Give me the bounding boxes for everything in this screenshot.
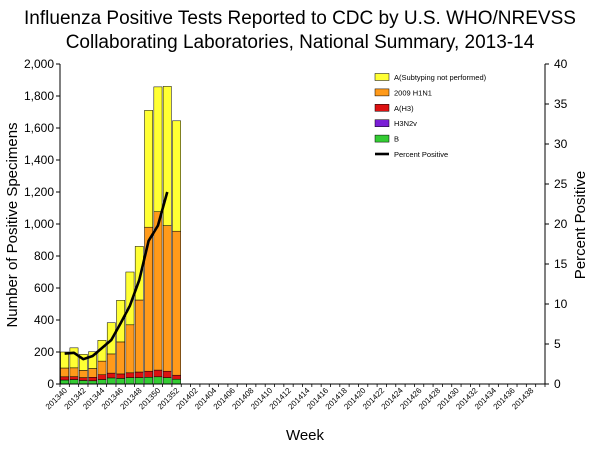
y-tick-label: 1,600	[24, 121, 54, 135]
y2-tick-label: 35	[554, 97, 568, 111]
legend-swatch	[374, 88, 390, 97]
x-tick-label: 201438	[510, 386, 536, 412]
legend-label: A(Subtyping not performed)	[394, 73, 487, 82]
legend-label: B	[394, 135, 399, 144]
y2-ticks-group: 0 5 10 15 20 25 30 35 40	[545, 57, 568, 391]
bar-segment-201352-4	[172, 120, 181, 232]
y-tick-label: 0	[47, 377, 54, 391]
bar-segment-201345-0	[106, 377, 116, 385]
bar-segment-201343-4	[88, 351, 98, 369]
bar-segment-201341-4	[69, 347, 79, 369]
bar-segment-201347-4	[125, 271, 135, 326]
bar-group	[60, 86, 181, 385]
bar-segment-201342-2	[78, 377, 88, 381]
bar-segment-201340-4	[60, 351, 70, 369]
bar-segment-201352-3	[172, 230, 181, 376]
y2-axis-label: Percent Positive	[572, 171, 589, 279]
legend-swatch	[374, 119, 390, 127]
bar-segment-201341-2	[69, 376, 79, 380]
y-tick-label: 800	[34, 249, 54, 263]
x-axis-label: Week	[286, 427, 325, 444]
chart-title-line-2: Collaborating Laboratories, National Sum…	[66, 32, 535, 53]
y2-tick-label: 30	[554, 137, 568, 151]
chart-title-line-1: Influenza Positive Tests Reported to CDC…	[24, 8, 576, 29]
legend-label: 2009 H1N1	[394, 88, 432, 97]
y2-tick-label: 25	[554, 177, 568, 191]
legend-label: H3N2v	[394, 119, 417, 128]
y-tick-label: 600	[34, 281, 54, 295]
bar-segment-201351-2	[162, 370, 172, 378]
y-tick-label: 1,400	[24, 153, 54, 167]
y-tick-label: 200	[34, 345, 54, 359]
bar-segment-201352-2	[172, 374, 181, 380]
bar-segment-201350-0	[153, 376, 163, 385]
bar-segment-201346-3	[116, 341, 125, 375]
bar-segment-201350-3	[153, 211, 163, 371]
bar-segment-201348-4	[134, 246, 144, 301]
legend-swatch	[374, 134, 390, 143]
bar-segment-201341-3	[69, 367, 79, 377]
y-tick-label: 1,000	[24, 217, 54, 231]
bar-segment-201344-3	[97, 360, 107, 375]
y2-tick-label: 40	[554, 57, 568, 71]
bar-segment-201352-0	[172, 378, 181, 385]
legend-swatch	[374, 104, 390, 112]
bar-segment-201340-0	[60, 379, 70, 385]
bar-segment-201345-2	[106, 372, 116, 379]
legend: A(Subtyping not performed) 2009 H1N1 A(H3)…	[374, 73, 487, 159]
x-ticks-group: 2013402013422013442013462013482013502013…	[44, 384, 546, 412]
bar-segment-201344-2	[97, 374, 107, 380]
y-tick-label: 1,200	[24, 185, 54, 199]
bar-segment-201348-0	[134, 377, 144, 385]
bar-segment-201347-2	[125, 372, 135, 378]
bar-segment-201351-3	[162, 225, 172, 372]
bar-segment-201341-0	[69, 379, 79, 385]
bar-segment-201346-0	[116, 378, 125, 385]
y-axis-label: Number of Positive Specimens	[4, 122, 21, 327]
percent-line-group	[64, 191, 169, 361]
bar-segment-201347-0	[125, 377, 135, 385]
bar-segment-201349-2	[144, 370, 153, 378]
bar-segment-201344-0	[97, 379, 107, 385]
bar-segment-201349-0	[144, 377, 153, 385]
bar-segment-201342-3	[78, 370, 88, 378]
bar-segment-201343-2	[88, 377, 98, 382]
legend-label: A(H3)	[394, 104, 414, 113]
bar-segment-201351-0	[162, 377, 172, 385]
bar-segment-201350-4	[153, 86, 163, 212]
y2-tick-label: 20	[554, 217, 568, 231]
bar-segment-201346-2	[116, 373, 125, 379]
legend-label: Percent Positive	[394, 150, 448, 159]
y-tick-label: 400	[34, 313, 54, 327]
y2-tick-label: 5	[554, 337, 561, 351]
y-tick-label: 1,800	[24, 89, 54, 103]
y2-tick-label: 15	[554, 257, 568, 271]
bar-segment-201340-2	[60, 376, 70, 381]
bar-segment-201350-2	[153, 369, 163, 378]
y-tick-label: 2,000	[24, 57, 54, 71]
bar-segment-201345-3	[106, 353, 116, 374]
bar-segment-201342-0	[78, 380, 88, 385]
percent-positive-line	[64, 191, 169, 361]
y2-tick-label: 0	[554, 377, 561, 391]
bar-segment-201349-4	[144, 110, 153, 228]
bar-segment-201342-4	[78, 354, 88, 371]
bar-segment-201347-3	[125, 324, 135, 374]
y-ticks-group: 0 200 400 600 800 1,000 1,200 1,400 1,600 1,800 2,…	[24, 57, 60, 391]
legend-swatch	[374, 73, 390, 81]
bar-segment-201340-3	[60, 367, 70, 378]
bar-segment-201351-4	[162, 86, 172, 226]
bar-segment-201343-3	[88, 368, 98, 378]
y2-tick-label: 10	[554, 297, 568, 311]
bar-segment-201348-3	[134, 299, 144, 373]
bar-segment-201348-2	[134, 371, 144, 378]
